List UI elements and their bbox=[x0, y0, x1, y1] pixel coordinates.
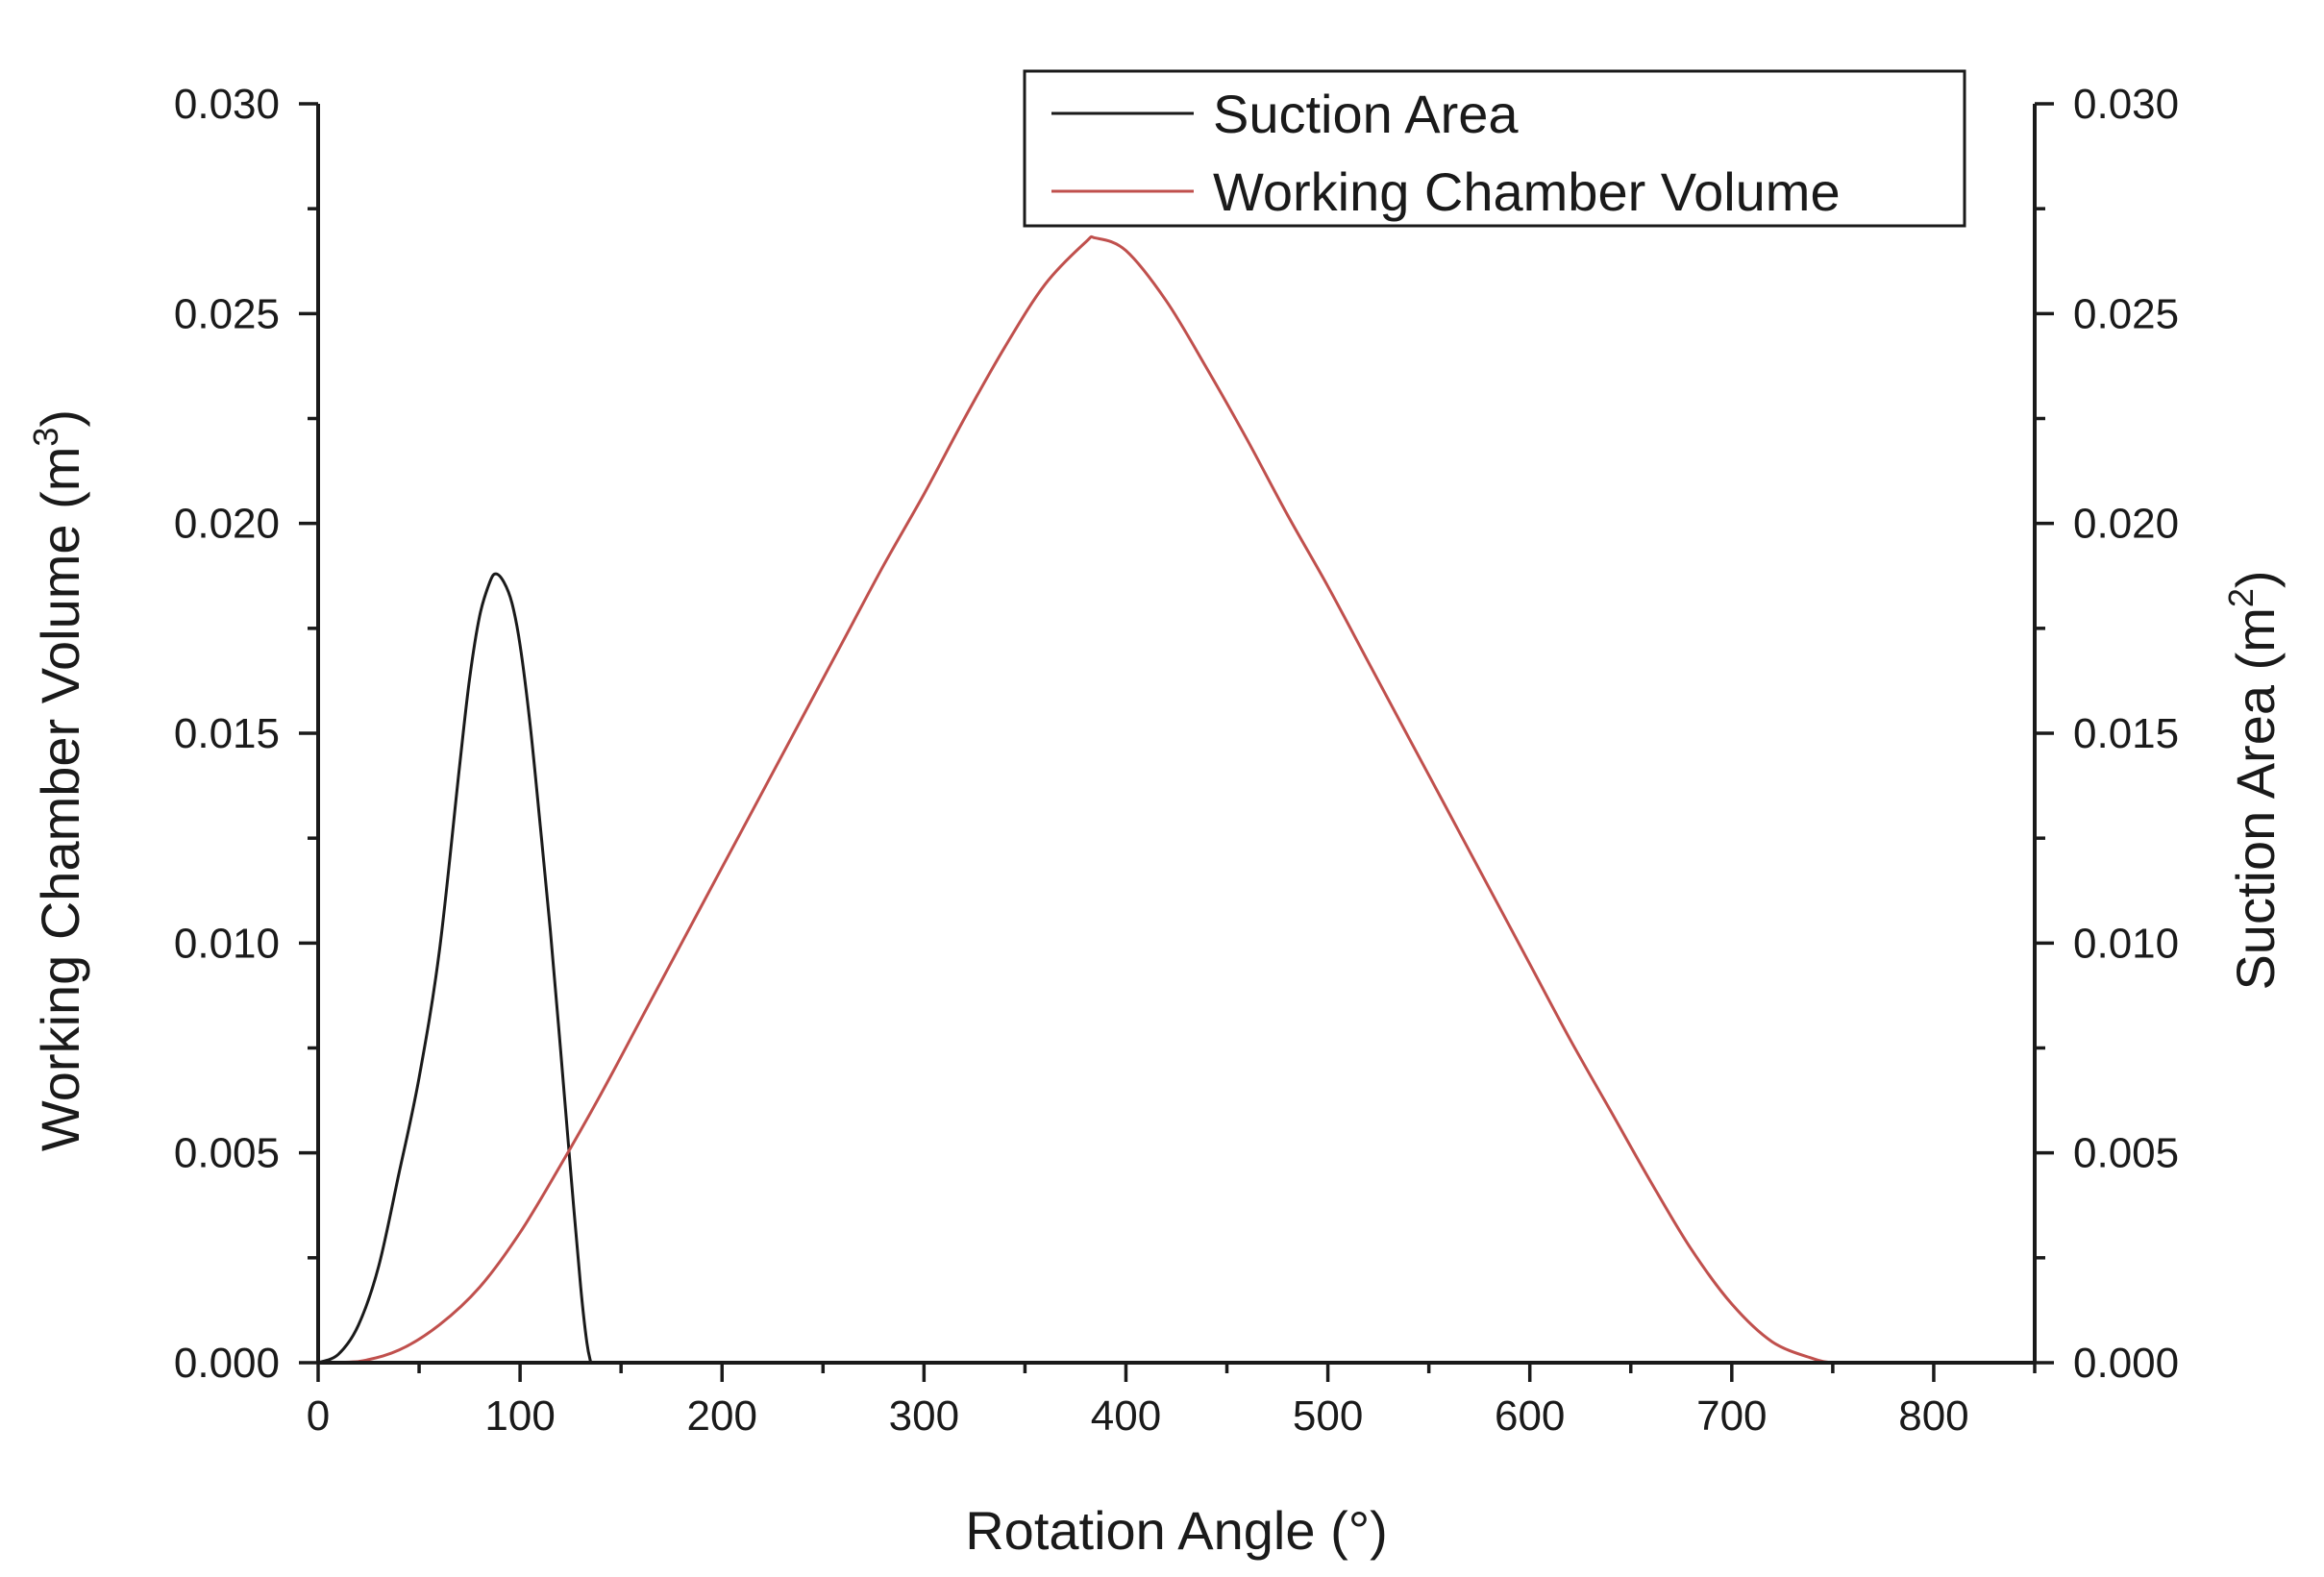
series-line-working-chamber-volume bbox=[317, 234, 2035, 1365]
series-line-suction-area bbox=[317, 572, 593, 1365]
left-y-tick-label: 0.020 bbox=[174, 501, 280, 548]
left-y-tick-label: 0.010 bbox=[174, 920, 280, 967]
right-y-axis-title: Suction Area (m2) bbox=[2221, 570, 2286, 990]
x-ticks: 0 100 200 300 400 500 600 700 800 bbox=[307, 1363, 2037, 1440]
legend-box bbox=[1023, 69, 1966, 228]
left-y-tick-label: 0.015 bbox=[174, 710, 280, 757]
left-y-tick-label: 0.000 bbox=[174, 1340, 280, 1387]
x-tick-label: 400 bbox=[1091, 1392, 1161, 1440]
x-tick-label: 800 bbox=[1898, 1392, 1968, 1440]
left-y-axis-title-sup: 3 bbox=[26, 428, 65, 447]
left-y-tick-label: 0.030 bbox=[174, 81, 280, 128]
left-y-axis-title-close: ) bbox=[30, 409, 90, 428]
right-y-axis-title-close: ) bbox=[2225, 570, 2286, 588]
right-y-tick-label: 0.005 bbox=[2073, 1130, 2179, 1177]
right-y-tick-label: 0.025 bbox=[2073, 290, 2179, 337]
left-y-axis-title: Working Chamber Volume (m3) bbox=[26, 409, 90, 1151]
left-y-tick-label: 0.005 bbox=[174, 1130, 280, 1177]
left-y-tick-label: 0.025 bbox=[174, 290, 280, 337]
legend-label-suction-area: Suction Area bbox=[1213, 84, 1519, 144]
plot-lines bbox=[317, 234, 2035, 1365]
right-y-axis-title-text: Suction Area (m bbox=[2225, 607, 2286, 990]
legend: Suction Area Working Chamber Volume bbox=[1023, 69, 1966, 228]
x-tick-label: 200 bbox=[687, 1392, 757, 1440]
right-y-tick-label: 0.000 bbox=[2073, 1340, 2179, 1387]
right-y-ticks: 0.000 0.005 0.010 0.015 0.020 0.025 0.030 bbox=[2035, 81, 2179, 1387]
x-tick-label: 600 bbox=[1495, 1392, 1565, 1440]
x-tick-label: 100 bbox=[484, 1392, 555, 1440]
left-y-axis-title-text: Working Chamber Volume (m bbox=[30, 447, 90, 1151]
legend-label-working-chamber-volume: Working Chamber Volume bbox=[1213, 161, 1841, 222]
x-tick-label: 300 bbox=[889, 1392, 959, 1440]
left-y-ticks: 0.000 0.005 0.010 0.015 0.020 0.025 0.030 bbox=[174, 81, 318, 1387]
x-axis-title: Rotation Angle (°) bbox=[965, 1500, 1388, 1561]
right-y-tick-label: 0.030 bbox=[2073, 81, 2179, 128]
right-y-tick-label: 0.020 bbox=[2073, 501, 2179, 548]
right-y-tick-label: 0.015 bbox=[2073, 710, 2179, 757]
x-tick-label: 0 bbox=[307, 1392, 330, 1440]
right-y-tick-label: 0.010 bbox=[2073, 920, 2179, 967]
x-tick-label: 700 bbox=[1696, 1392, 1767, 1440]
right-y-axis-title-sup: 2 bbox=[2221, 588, 2261, 607]
x-tick-label: 500 bbox=[1293, 1392, 1363, 1440]
